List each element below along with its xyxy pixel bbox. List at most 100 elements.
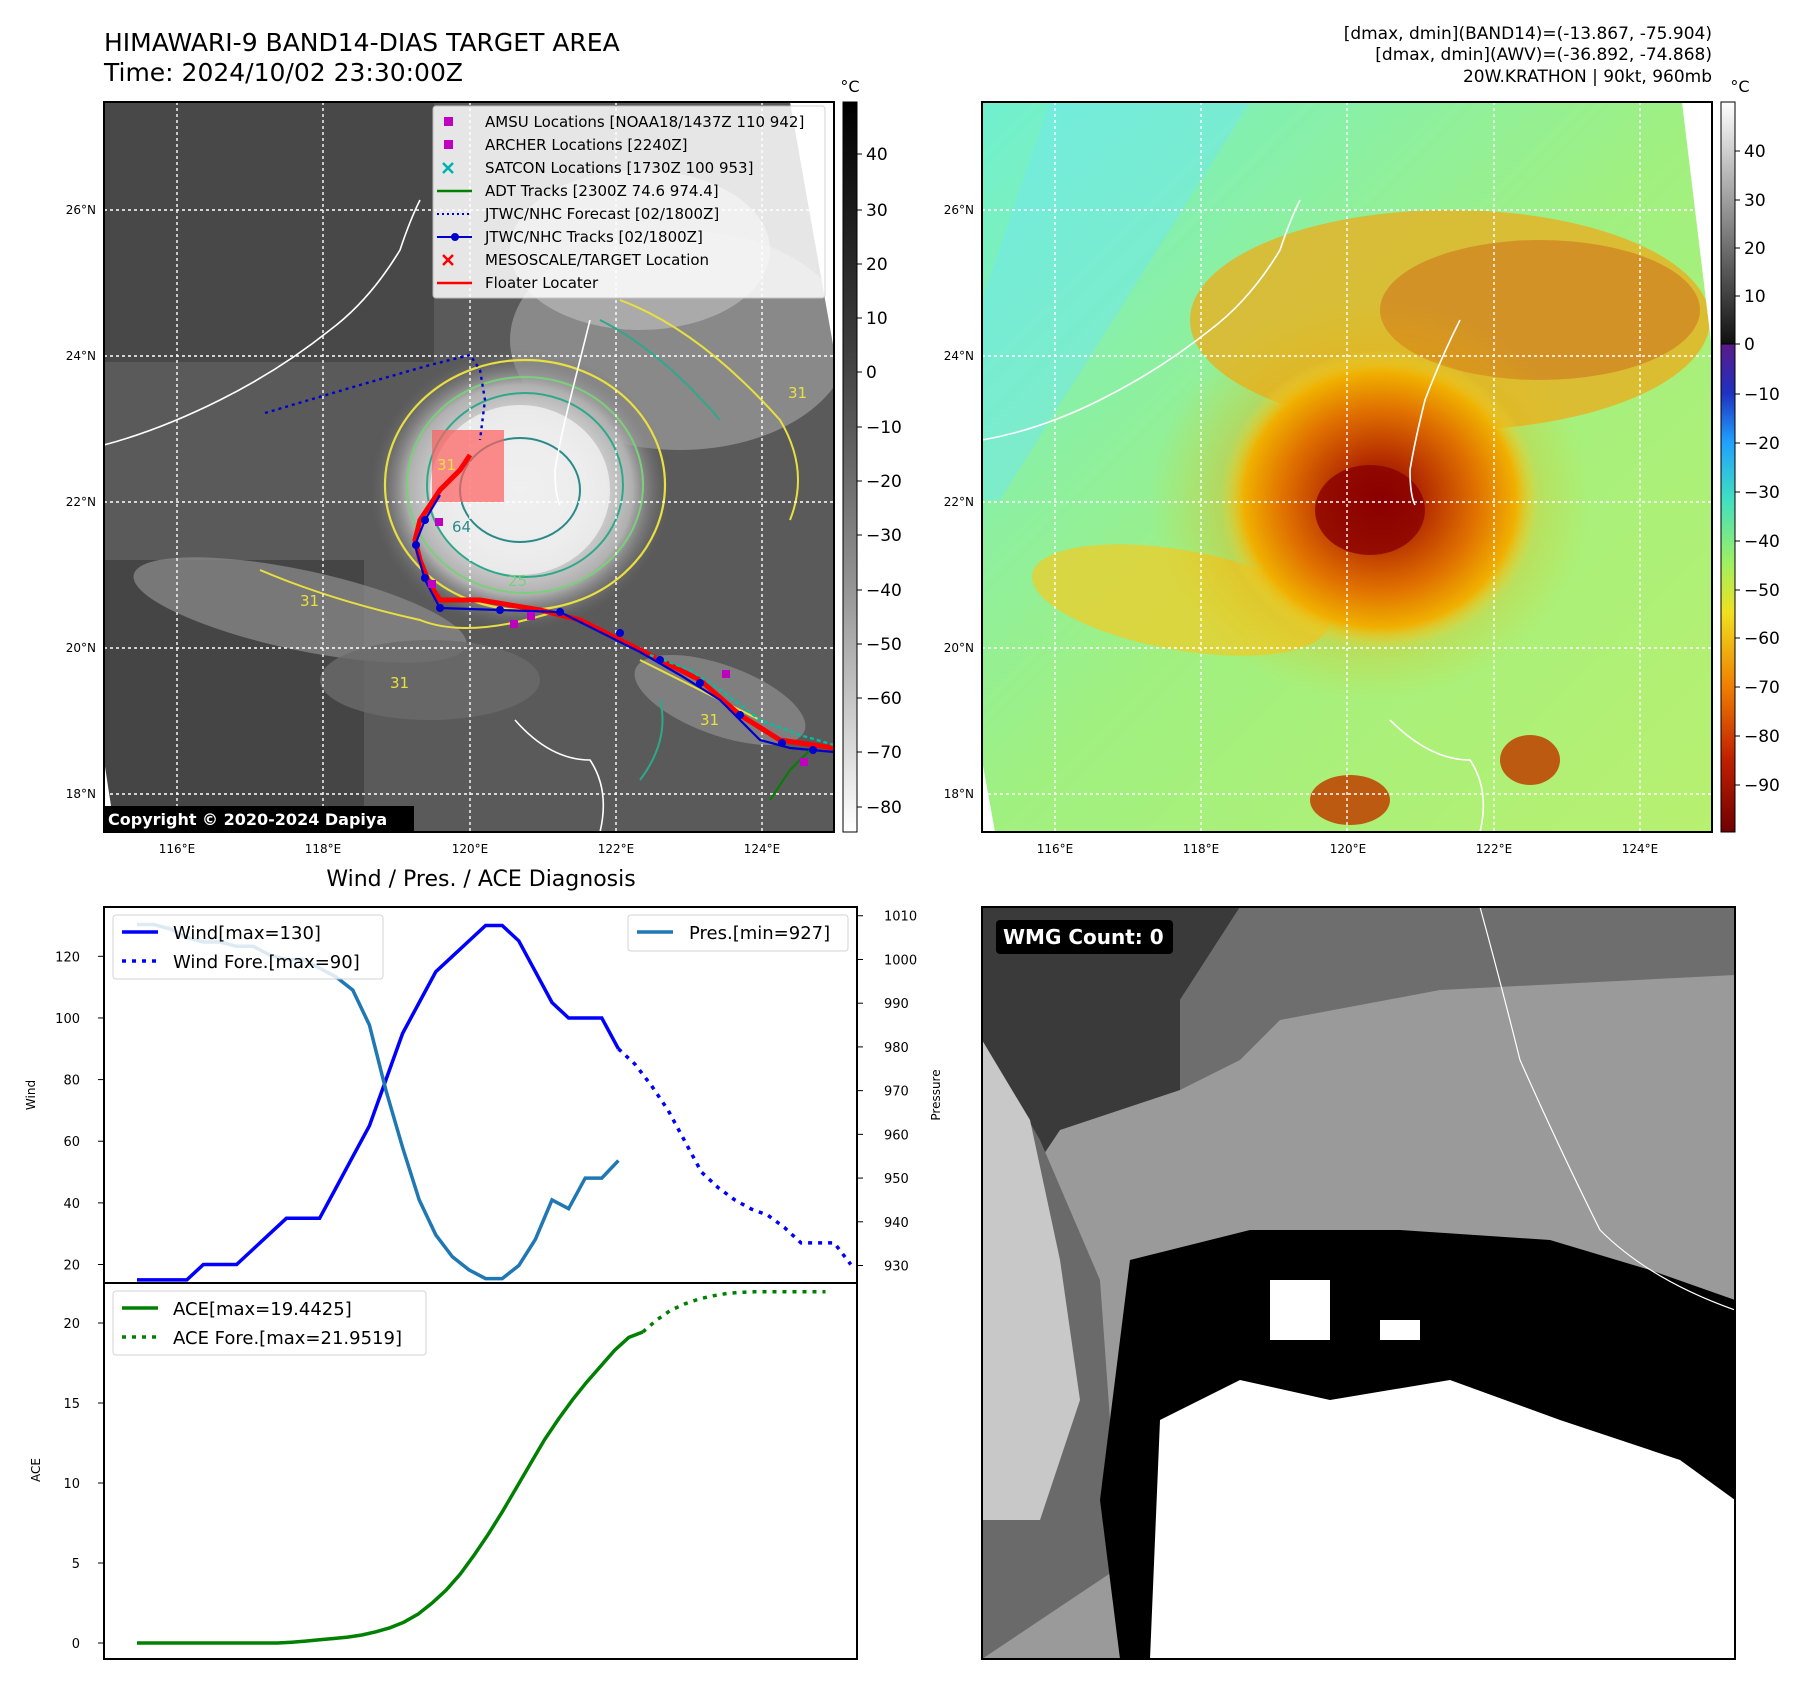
- ir-map-axis-labels: 116°E 118°E 120°E 122°E 124°E 26°N 24°N 22°N 20°…: [66, 203, 781, 856]
- ir-colorbar-tick-label: 20: [866, 255, 888, 275]
- satcon-locations-trail: [649, 653, 834, 747]
- awv-colorbar-tick-label: −70: [1744, 678, 1780, 698]
- awv-colorbar-unit: °C: [1730, 77, 1749, 96]
- series-ace-fore-line: [641, 1290, 826, 1334]
- copyright-text: Copyright © 2020-2024 Dapiya: [108, 810, 387, 829]
- floater-locater-track: [412, 453, 834, 751]
- awv-colorbar-tick-label: −30: [1744, 483, 1780, 503]
- awv-map-axis-labels: 116°E 118°E 120°E 122°E 124°E 26°N 24°N 22°N 20°…: [944, 203, 1659, 856]
- legend-marker: [444, 117, 453, 126]
- ir-colorbar-ticks: 40 30 20 10 0 −10 −20 −30 −40 −50 −60 −70 −80: [857, 145, 902, 818]
- ir-lat-label: 26°N: [66, 203, 96, 217]
- contour-label: 31: [390, 674, 409, 692]
- awv-lat-label: 18°N: [944, 787, 974, 801]
- awv-colorbar-tick-label: −10: [1744, 385, 1780, 405]
- awv-colorbar-tick-label: −60: [1744, 629, 1780, 649]
- legend-marker: [442, 254, 454, 266]
- pressure-y-tick-label: 960: [884, 1128, 909, 1143]
- awv-colorbar-upper: [1720, 101, 1736, 345]
- ir-colorbar-tick-label: −70: [866, 743, 902, 763]
- wind-legend-label: Wind[max=130]: [173, 923, 321, 944]
- legend-label: MESOSCALE/TARGET Location: [485, 251, 709, 269]
- pressure-y-tick-label: 980: [884, 1041, 909, 1056]
- copyright-badge: Copyright © 2020-2024 Dapiya: [104, 806, 414, 832]
- awv-lon-label: 118°E: [1183, 842, 1220, 856]
- wmg-count-text: WMG Count: 0: [1003, 925, 1164, 949]
- wind-y-tick-label: 60: [63, 1135, 80, 1150]
- ir-colorbar-tick-label: 0: [866, 363, 877, 383]
- ir-colorbar-tick-label: −80: [866, 798, 902, 818]
- pressure-y-tick-label: 1010: [884, 910, 917, 925]
- awv-range: [dmax, dmin](AWV)=(-36.892, -74.868): [1375, 45, 1712, 65]
- pressure-y-tick-label: 1000: [884, 953, 917, 968]
- awv-lon-label: 120°E: [1330, 842, 1367, 856]
- ir-colorbar-tick-label: 40: [866, 145, 888, 165]
- wind-y-tick-label: 80: [63, 1074, 80, 1089]
- awv-lat-label: 24°N: [944, 349, 974, 363]
- awv-colorbar-tick-label: −40: [1744, 532, 1780, 552]
- pressure-legend-label: Pres.[min=927]: [689, 923, 830, 944]
- ir-lat-label: 20°N: [66, 641, 96, 655]
- awv-lat-label: 20°N: [944, 641, 974, 655]
- ir-colorbar-tick-label: −30: [866, 526, 902, 546]
- ir-lon-label: 122°E: [598, 842, 635, 856]
- legend-label: JTWC/NHC Tracks [02/1800Z]: [484, 228, 703, 246]
- awv-colorbar-tick-label: −20: [1744, 434, 1780, 454]
- awv-colorbar-tick-label: 30: [1744, 191, 1766, 211]
- wind-y-tick-label: 40: [63, 1197, 80, 1212]
- awv-colorbar-tick-label: 20: [1744, 239, 1766, 259]
- awv-map: [982, 102, 1712, 832]
- awv-colorbar-tick-label: 10: [1744, 287, 1766, 307]
- awv-lon-label: 122°E: [1476, 842, 1513, 856]
- ir-colorbar-unit: °C: [840, 77, 859, 96]
- ir-lat-label: 24°N: [66, 349, 96, 363]
- ir-colorbar-tick-label: −40: [866, 581, 902, 601]
- awv-lon-label: 116°E: [1037, 842, 1074, 856]
- legend-marker: [442, 162, 454, 174]
- awv-colorbar-tick-label: 0: [1744, 335, 1755, 355]
- band14-range: [dmax, dmin](BAND14)=(-13.867, -75.904): [1344, 24, 1712, 44]
- storm-info: 20W.KRATHON | 90kt, 960mb: [1463, 67, 1712, 87]
- awv-colorbar-tick-label: −50: [1744, 581, 1780, 601]
- ace-axis-label: ACE: [29, 1458, 43, 1482]
- ir-colorbar-tick-label: 10: [866, 309, 888, 329]
- ace-forecast-legend-label: ACE Fore.[max=21.9519]: [173, 1328, 402, 1349]
- wind-legend: Wind[max=130] Wind Fore.[max=90]: [112, 914, 384, 980]
- figure-title: HIMAWARI-9 BAND14-DIAS TARGET AREA: [104, 28, 620, 57]
- ir-colorbar-tick-label: 30: [866, 201, 888, 221]
- wind-y-tick-label: 100: [55, 1012, 80, 1027]
- pressure-y-tick-label: 940: [884, 1216, 909, 1231]
- awv-lon-label: 124°E: [1622, 842, 1659, 856]
- ir-lon-label: 120°E: [452, 842, 489, 856]
- pressure-y-tick-label: 930: [884, 1260, 909, 1275]
- ir-colorbar-tick-label: −50: [866, 635, 902, 655]
- ace-y-tick-label: 15: [63, 1397, 80, 1412]
- ace-y-tick-label: 5: [72, 1557, 80, 1572]
- contour-label: 64: [452, 518, 471, 536]
- ir-lat-label: 18°N: [66, 787, 96, 801]
- pressure-axis-label: Pressure: [929, 1069, 943, 1120]
- contour-label: 31: [788, 384, 807, 402]
- series-wind-fore-line: [617, 1047, 853, 1266]
- legend-label: ARCHER Locations [2240Z]: [485, 136, 688, 154]
- ir-colorbar: [842, 101, 858, 833]
- diagnosis-title: Wind / Pres. / ACE Diagnosis: [326, 867, 635, 892]
- ir-lat-label: 22°N: [66, 495, 96, 509]
- series-windline: [137, 923, 620, 1282]
- wmg-count-badge: WMG Count: 0: [996, 920, 1173, 954]
- awv-colorbar-ticks: 40 30 20 10 0 −10 −20 −30 −40 −50 −60 −70 −80 −90: [1735, 142, 1780, 796]
- pressure-y-tick-label: 990: [884, 997, 909, 1012]
- contour-label: 31: [700, 711, 719, 729]
- legend-marker-dot: [451, 233, 459, 241]
- awv-gridlines: [982, 102, 1712, 832]
- awv-lat-label: 22°N: [944, 495, 974, 509]
- ir-lon-label: 116°E: [159, 842, 196, 856]
- awv-colorbar-tick-label: −90: [1744, 776, 1780, 796]
- series-aceline: [137, 1330, 644, 1645]
- legend-label: AMSU Locations [NOAA18/1437Z 110 942]: [485, 113, 804, 131]
- legend-marker: [444, 140, 453, 149]
- ace-y-tick-label: 20: [63, 1317, 80, 1332]
- legend-label: Floater Locater: [485, 274, 599, 292]
